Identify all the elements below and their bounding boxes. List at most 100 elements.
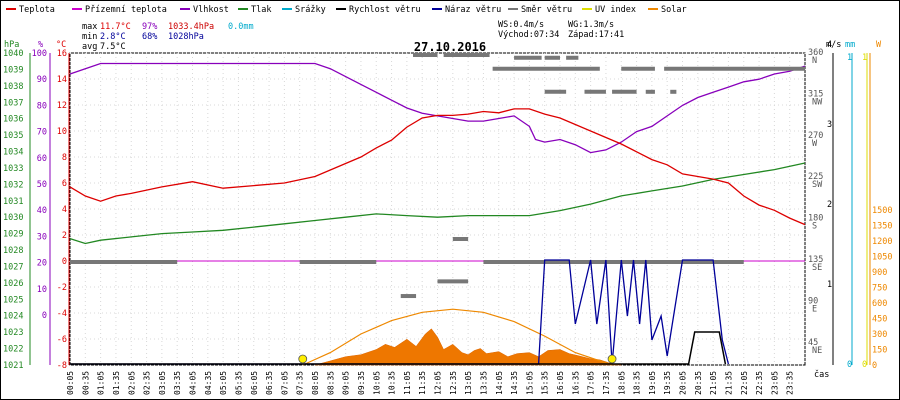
time-tick: 08:05 [311, 371, 320, 395]
unit-w: W [876, 40, 882, 50]
solar-tick: 600 [872, 299, 887, 309]
sunrise-info: Východ:07:34 [498, 30, 559, 40]
time-tick: 20:05 [679, 371, 688, 395]
temp-tick: 14 [57, 75, 67, 85]
stats-panel: max 11.7°C 97% 1033.4hPa 0.0mm min 2.8°C… [82, 20, 624, 52]
time-tick: 01:35 [112, 371, 121, 395]
pressure-tick: 1038 [3, 82, 23, 92]
time-tick: 10:35 [388, 371, 397, 395]
temp-tick: 0 [62, 257, 67, 267]
time-tick: 00:05 [66, 371, 75, 395]
pressure-tick: 1022 [3, 345, 23, 355]
time-tick: 02:35 [143, 371, 152, 395]
time-tick: 16:35 [571, 371, 580, 395]
time-tick: 23:05 [770, 371, 779, 395]
time-tick: 18:35 [633, 371, 642, 395]
humidity-line [69, 62, 806, 154]
direction-tick: 135 [808, 255, 823, 265]
wind-tick: 1 [827, 280, 832, 290]
time-tick: 10:05 [372, 371, 381, 395]
humidity-tick: 40 [37, 206, 47, 216]
speed-line [70, 331, 727, 365]
humidity-tick: 50 [37, 180, 47, 190]
time-tick: 17:35 [602, 371, 611, 395]
time-tick: 16:05 [556, 371, 565, 395]
time-tick: 08:35 [326, 371, 335, 395]
temp-tick: -6 [57, 335, 67, 345]
direction-tick: 315 [808, 89, 823, 99]
legend-label: Náraz větru [445, 5, 501, 15]
time-tick: 23:35 [786, 371, 795, 395]
wind-tick: 2 [827, 200, 832, 210]
solar-tick: 450 [872, 315, 887, 325]
legend-label: Tlak [251, 5, 271, 15]
temperature-line [69, 108, 806, 226]
pressure-tick: 1032 [3, 180, 23, 190]
chart-title: 27.10.2016 [414, 40, 486, 54]
time-tick: 21:35 [724, 371, 733, 395]
solar-tick: 1350 [872, 222, 892, 232]
uv-point [607, 354, 617, 364]
pressure-tick: 1027 [3, 262, 23, 272]
rain-tick: 1 [847, 53, 852, 63]
pressure-tick: 1026 [3, 279, 23, 289]
pressure-tick: 1030 [3, 213, 23, 223]
direction-name: W [812, 139, 818, 149]
solar-tick: 1050 [872, 253, 892, 263]
wind-speed-info: WS:0.4m/s [498, 20, 544, 30]
wind-tick: 3 [827, 120, 832, 130]
time-tick: 04:35 [204, 371, 213, 395]
time-tick: 06:35 [265, 371, 274, 395]
unit-celsius: °C [56, 40, 66, 50]
time-tick: 06:05 [250, 371, 259, 395]
time-tick: 05:05 [219, 371, 228, 395]
humidity-tick: 90 [37, 75, 47, 85]
direction-tick: 270 [808, 131, 823, 141]
temp-tick: -4 [57, 309, 67, 319]
time-tick: 21:05 [709, 371, 718, 395]
temp-tick: 12 [57, 101, 67, 111]
temp-tick: 4 [62, 205, 67, 215]
legend-label: UV index [595, 5, 636, 15]
humidity-tick: 20 [37, 259, 47, 269]
direction-tick: 360 [808, 48, 823, 58]
solar-theoretical-line [302, 308, 613, 366]
pressure-tick: 1025 [3, 295, 23, 305]
legend-label: Rychlost větru [349, 5, 421, 15]
temp-tick: 6 [62, 179, 67, 189]
time-tick: 12:35 [449, 371, 458, 395]
time-tick: 11:35 [418, 371, 427, 395]
time-tick: 01:05 [97, 371, 106, 395]
legend-label: Srážky [295, 5, 326, 15]
humidity-tick: 10 [37, 285, 47, 295]
time-tick: 19:35 [663, 371, 672, 395]
solar-tick: 1200 [872, 237, 892, 247]
axes: 1040103910381037103610351034103310321031… [3, 40, 892, 395]
stat-max-press: 1033.4hPa [168, 22, 214, 32]
time-tick: 13:05 [464, 371, 473, 395]
series [69, 53, 806, 366]
direction-name: N [812, 56, 817, 66]
legend-label: Směr větru [521, 5, 572, 15]
pressure-tick: 1034 [3, 148, 23, 158]
pressure-tick: 1023 [3, 328, 23, 338]
unit-mm: mm [845, 40, 855, 50]
time-tick: 20:35 [694, 371, 703, 395]
time-tick: 15:05 [525, 371, 534, 395]
time-tick: 14:35 [510, 371, 519, 395]
pressure-tick: 1035 [3, 131, 23, 141]
humidity-tick: 100 [32, 49, 47, 59]
stat-max-hum: 97% [142, 22, 157, 32]
unit-time: čas [814, 369, 829, 380]
humidity-tick: 60 [37, 154, 47, 164]
temp-tick: 2 [62, 231, 67, 241]
stat-min-hum: 68% [142, 32, 157, 42]
direction-name: SW [812, 180, 823, 190]
legend-label: Teplota [19, 5, 55, 15]
stat-avg-temp: 7.5°C [100, 42, 126, 52]
time-tick: 00:35 [81, 371, 90, 395]
solar-tick: 300 [872, 330, 887, 340]
uv-tick: 0 [862, 360, 867, 370]
pressure-tick: 1031 [3, 197, 23, 207]
